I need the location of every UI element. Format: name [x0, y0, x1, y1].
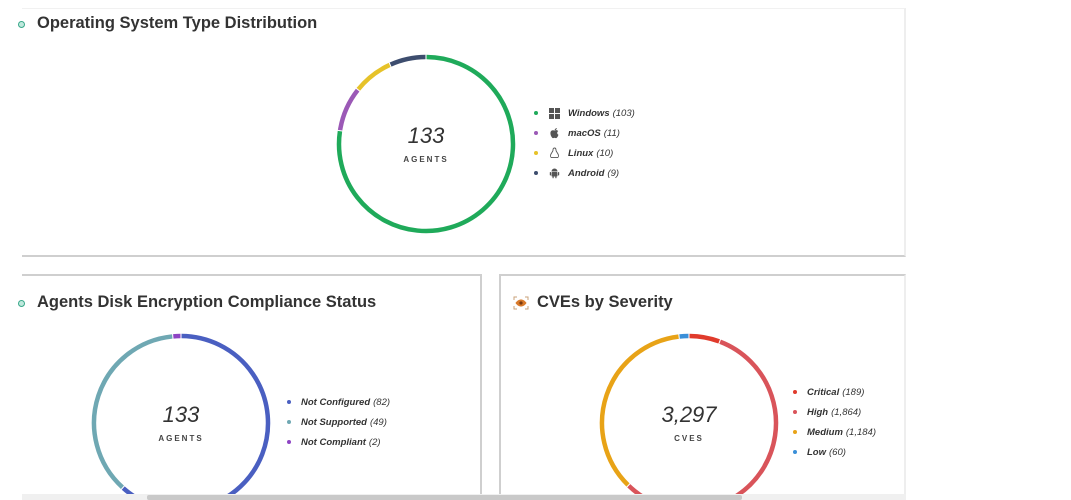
legend-swatch	[534, 151, 538, 155]
cve-severity-panel: CVEs by Severity 3,297 CVES Critical (18…	[499, 274, 906, 500]
legend-item-macos[interactable]: macOS (11)	[534, 123, 635, 143]
donut-segment[interactable]	[389, 54, 426, 67]
cve-legend: Critical (189) High (1,864) Medium (1,18…	[793, 382, 876, 462]
donut-segment[interactable]	[336, 54, 516, 234]
donut-segment[interactable]	[627, 339, 779, 500]
legend-count: (189)	[842, 386, 865, 398]
legend-label: Linux	[568, 147, 594, 159]
legend-label: Not Compliant	[301, 436, 366, 448]
donut-segment[interactable]	[337, 88, 360, 131]
eye-scan-icon	[513, 296, 529, 310]
scrollbar-thumb[interactable]	[147, 495, 742, 500]
os-donut-svg	[336, 54, 516, 234]
legend-count: (60)	[829, 446, 846, 458]
donut-segment[interactable]	[599, 334, 679, 487]
legend-swatch	[287, 440, 291, 444]
disk-donut-chart[interactable]: 133 AGENTS	[90, 332, 272, 500]
legend-label: Not Configured	[301, 396, 371, 408]
legend-swatch	[534, 131, 538, 135]
disk-center-value: 133	[162, 402, 200, 427]
legend-item-high[interactable]: High (1,864)	[793, 402, 876, 422]
disk-encryption-panel: Agents Disk Encryption Compliance Status…	[18, 274, 482, 500]
os-center-value: 133	[407, 123, 445, 148]
donut-segment[interactable]	[121, 333, 271, 500]
legend-count: (1,864)	[831, 406, 862, 418]
windows-icon	[548, 107, 560, 119]
legend-item-medium[interactable]: Medium (1,184)	[793, 422, 876, 442]
android-icon	[548, 167, 560, 179]
cve-donut-svg	[599, 333, 779, 500]
legend-swatch	[534, 171, 538, 175]
donut-segment[interactable]	[689, 333, 720, 344]
legend-label: Critical	[807, 386, 840, 398]
disk-legend: Not Configured (82) Not Supported (49) N…	[287, 392, 390, 452]
legend-swatch	[793, 430, 797, 434]
legend-label: macOS	[568, 127, 601, 139]
os-distribution-panel: Operating System Type Distribution 133 A…	[18, 8, 906, 257]
apple-icon	[548, 127, 560, 139]
legend-count: (11)	[603, 127, 620, 139]
legend-count: (49)	[369, 416, 387, 428]
horizontal-scrollbar[interactable]	[22, 494, 906, 500]
os-panel-title: Operating System Type Distribution	[18, 14, 317, 33]
legend-count: (103)	[612, 107, 635, 119]
cve-center-value: 3,297	[661, 402, 717, 427]
dot-icon	[18, 17, 32, 31]
legend-swatch	[287, 400, 291, 404]
legend-label: Low	[807, 446, 826, 458]
legend-item-windows[interactable]: Windows (103)	[534, 103, 635, 123]
legend-item-not-configured[interactable]: Not Configured (82)	[287, 392, 390, 412]
os-legend: Windows (103) macOS (11) Linux (10) Andr…	[534, 103, 635, 183]
cve-donut-chart[interactable]: 3,297 CVES	[598, 332, 780, 500]
legend-label: Windows	[568, 107, 610, 119]
legend-swatch	[793, 390, 797, 394]
legend-swatch	[534, 111, 538, 115]
legend-count: (82)	[373, 396, 391, 408]
legend-item-linux[interactable]: Linux (10)	[534, 143, 635, 163]
legend-item-not-supported[interactable]: Not Supported (49)	[287, 412, 390, 432]
cve-panel-title-text: CVEs by Severity	[537, 293, 673, 311]
linux-icon	[548, 147, 560, 159]
legend-count: (10)	[596, 147, 614, 159]
disk-donut-svg	[91, 333, 271, 500]
legend-label: High	[807, 406, 829, 418]
legend-count: (9)	[607, 167, 620, 179]
legend-item-critical[interactable]: Critical (189)	[793, 382, 876, 402]
legend-swatch	[793, 410, 797, 414]
os-panel-title-text: Operating System Type Distribution	[37, 14, 318, 32]
legend-label: Medium	[807, 426, 843, 438]
donut-segment[interactable]	[91, 334, 173, 490]
legend-count: (1,184)	[845, 426, 876, 438]
cve-panel-title: CVEs by Severity	[513, 293, 673, 312]
dot-icon	[18, 296, 32, 310]
legend-count: (2)	[368, 436, 381, 448]
legend-swatch	[793, 450, 797, 454]
cve-center-label: CVES	[674, 434, 704, 443]
legend-item-low[interactable]: Low (60)	[793, 442, 876, 462]
donut-segment[interactable]	[356, 62, 391, 91]
legend-label: Not Supported	[301, 416, 367, 428]
legend-swatch	[287, 420, 291, 424]
os-center-label: AGENTS	[403, 155, 449, 164]
donut-segment[interactable]	[679, 333, 689, 339]
disk-panel-title-text: Agents Disk Encryption Compliance Status	[37, 293, 377, 311]
legend-label: Android	[568, 167, 605, 179]
legend-item-not-compliant[interactable]: Not Compliant (2)	[287, 432, 390, 452]
legend-item-android[interactable]: Android (9)	[534, 163, 635, 183]
disk-panel-title: Agents Disk Encryption Compliance Status	[18, 293, 376, 312]
os-donut-chart[interactable]: 133 AGENTS	[335, 53, 517, 235]
disk-center-label: AGENTS	[158, 434, 204, 443]
